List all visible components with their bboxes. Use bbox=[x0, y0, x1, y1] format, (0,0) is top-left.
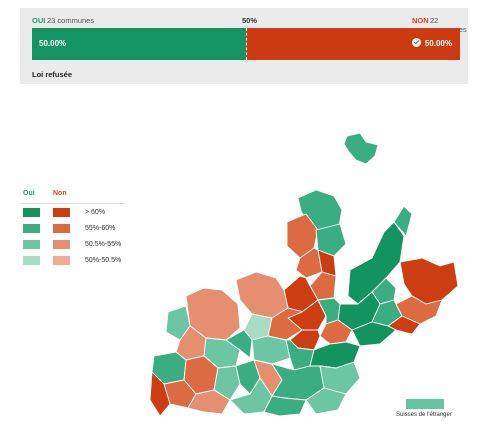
legend-oui-swatch bbox=[23, 224, 40, 233]
commune-region[interactable] bbox=[393, 205, 413, 237]
non-percent: 50.00% bbox=[424, 39, 452, 48]
legend-row: 50.5%-55% bbox=[20, 240, 130, 250]
legend-oui-header: Oui bbox=[23, 190, 35, 197]
legend-non-swatch bbox=[53, 224, 70, 233]
result-bar: 50.00% 50.00% bbox=[32, 28, 460, 60]
commune-region[interactable] bbox=[149, 371, 171, 417]
legend-oui-swatch bbox=[23, 240, 40, 249]
legend-divider bbox=[20, 203, 125, 204]
oui-percent: 50.00% bbox=[39, 39, 67, 48]
midpoint-line bbox=[246, 28, 247, 60]
commune-region[interactable] bbox=[343, 132, 379, 165]
commune-region[interactable] bbox=[213, 365, 241, 401]
abroad-swatch bbox=[406, 399, 444, 409]
commune-region[interactable] bbox=[395, 295, 443, 325]
commune-region[interactable] bbox=[251, 335, 291, 365]
legend-label: 55%-60% bbox=[85, 225, 116, 232]
midpoint-label: 50% bbox=[242, 16, 258, 25]
check-circle-icon bbox=[412, 38, 421, 47]
result-panel: OUI 23 communes 50% NON 22 communes 50.0… bbox=[20, 8, 468, 84]
commune-region[interactable] bbox=[263, 395, 307, 417]
legend-non-swatch bbox=[53, 240, 70, 249]
legend-oui-swatch bbox=[23, 208, 40, 217]
legend-non-header: Non bbox=[53, 190, 67, 197]
commune-region[interactable] bbox=[305, 387, 347, 415]
oui-label: OUI bbox=[32, 16, 46, 25]
legend-non-swatch bbox=[53, 256, 70, 265]
non-bar-segment bbox=[246, 28, 460, 60]
oui-bar-segment bbox=[32, 28, 246, 60]
commune-region[interactable] bbox=[235, 271, 289, 319]
commune-region[interactable] bbox=[399, 257, 459, 305]
legend-label: > 60% bbox=[85, 209, 106, 216]
legend-row: > 60% bbox=[20, 208, 130, 218]
commune-region[interactable] bbox=[187, 389, 231, 415]
legend-row: 50%-50.5% bbox=[20, 256, 130, 266]
oui-count: 23 communes bbox=[47, 16, 95, 25]
legend-label: 50%-50.5% bbox=[85, 257, 122, 264]
abroad-label: Suisses de l'étranger bbox=[396, 412, 452, 418]
commune-region[interactable] bbox=[225, 329, 253, 359]
legend-non-swatch bbox=[53, 208, 70, 217]
legend-row: 55%-60% bbox=[20, 224, 130, 234]
non-label: NON bbox=[412, 16, 429, 25]
commune-region[interactable] bbox=[315, 223, 347, 257]
legend-label: 50.5%-55% bbox=[85, 241, 122, 248]
legend-oui-swatch bbox=[23, 256, 40, 265]
result-text: Loi refusée bbox=[32, 70, 73, 79]
